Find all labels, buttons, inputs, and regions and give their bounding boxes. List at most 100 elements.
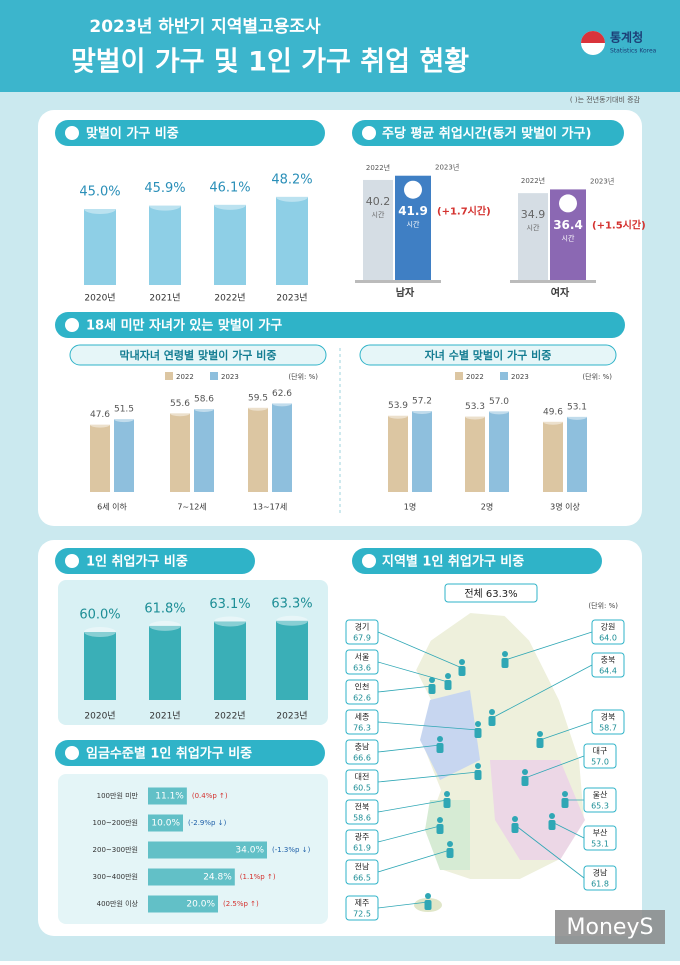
floor bbox=[355, 280, 441, 283]
value-label: 48.2% bbox=[271, 172, 312, 187]
bar bbox=[465, 416, 485, 492]
person-icon bbox=[428, 684, 436, 694]
person-icon bbox=[437, 736, 443, 742]
bar bbox=[214, 204, 246, 285]
region-name: 세종 bbox=[355, 713, 370, 722]
region-name: 충남 bbox=[355, 743, 370, 752]
agency: 통계청 bbox=[610, 30, 643, 45]
bar bbox=[170, 413, 190, 492]
region-box bbox=[345, 619, 379, 645]
region-box bbox=[583, 743, 617, 769]
legend-label: 2023 bbox=[511, 373, 529, 381]
region-name: 부산 bbox=[593, 828, 608, 838]
category-label: 1명 bbox=[404, 502, 416, 512]
region-value: 61.9 bbox=[353, 844, 371, 853]
region-box bbox=[345, 895, 379, 921]
leader-line bbox=[377, 799, 448, 813]
region-box bbox=[345, 709, 379, 735]
category-label: 2명 bbox=[481, 502, 493, 512]
region-value: 76.3 bbox=[353, 724, 371, 733]
leader-line bbox=[377, 685, 433, 693]
person-icon bbox=[548, 820, 556, 830]
chart-title: 1인 취업가구 비중 bbox=[86, 554, 188, 570]
pill-dot bbox=[65, 746, 79, 760]
bar-top bbox=[412, 408, 432, 415]
person-icon bbox=[437, 817, 443, 823]
region-value: 72.5 bbox=[353, 910, 371, 919]
category-label: 2022년 bbox=[214, 293, 245, 304]
bar-top bbox=[90, 421, 110, 428]
value-label: 45.9% bbox=[144, 181, 185, 196]
person-icon bbox=[474, 728, 482, 738]
bar-top bbox=[149, 200, 181, 211]
unit-label: 시간 bbox=[372, 210, 385, 219]
leader-line bbox=[377, 849, 451, 873]
bar-top bbox=[567, 413, 587, 420]
person-icon bbox=[501, 658, 509, 668]
person-icon bbox=[459, 659, 465, 665]
legend-label: 2023 bbox=[221, 373, 239, 381]
chart-title: 임금수준별 1인 취업가구 비중 bbox=[86, 746, 252, 762]
category-label: 7~12세 bbox=[177, 503, 206, 512]
person-icon bbox=[561, 798, 569, 808]
value-label: 40.2 bbox=[366, 195, 391, 208]
bar-top bbox=[248, 404, 268, 411]
person-icon bbox=[536, 738, 544, 748]
person-icon bbox=[511, 823, 519, 833]
bar bbox=[567, 416, 587, 492]
value-label: 46.1% bbox=[209, 180, 250, 195]
category-label: 2021년 bbox=[149, 293, 180, 304]
value-label: 24.8% bbox=[203, 873, 232, 883]
region-box bbox=[345, 739, 379, 765]
category-label: 2023년 bbox=[276, 293, 307, 304]
title: 맞벌이 가구 및 1인 가구 취업 현황 bbox=[71, 47, 469, 78]
bar bbox=[489, 411, 509, 492]
bar bbox=[90, 424, 110, 492]
bar-top bbox=[489, 408, 509, 415]
value-label: 63.1% bbox=[209, 597, 250, 612]
bar-top bbox=[214, 199, 246, 210]
category-label: 3명 이상 bbox=[550, 502, 580, 512]
subtitle-pill bbox=[359, 344, 617, 366]
value-label: 60.0% bbox=[79, 608, 120, 623]
annotation: (1.1%p ↑) bbox=[240, 873, 276, 881]
region-name: 전북 bbox=[355, 802, 370, 812]
section-pill bbox=[352, 548, 602, 574]
region-name: 경남 bbox=[593, 868, 608, 878]
leader-line bbox=[377, 744, 441, 753]
bar bbox=[148, 787, 187, 805]
category-label: 2022년 bbox=[214, 711, 245, 722]
bar bbox=[272, 403, 292, 492]
bar bbox=[412, 411, 432, 492]
logo-mark-top bbox=[581, 31, 605, 43]
annotation: (-2.9%p ↓) bbox=[188, 819, 227, 827]
legend-swatch bbox=[500, 372, 508, 380]
leader-line bbox=[551, 821, 585, 839]
bar-top bbox=[276, 191, 308, 202]
region-box bbox=[591, 709, 625, 735]
bar-top bbox=[194, 406, 214, 413]
value-label: 53.1 bbox=[567, 402, 587, 412]
person-icon bbox=[436, 824, 444, 834]
person-icon bbox=[522, 769, 528, 775]
region-box bbox=[583, 787, 617, 813]
value-label: 63.3% bbox=[271, 596, 312, 611]
value-label: 57.2 bbox=[412, 397, 432, 407]
leader-line bbox=[377, 771, 479, 783]
region-box bbox=[345, 799, 379, 825]
chart-title: 자녀 수별 맞벌이 가구 비중 bbox=[425, 348, 552, 362]
region-value: 63.6 bbox=[353, 664, 371, 673]
person-icon bbox=[444, 791, 450, 797]
pill-dot bbox=[362, 554, 376, 568]
category-label: 여자 bbox=[551, 286, 570, 299]
section-pill bbox=[352, 120, 624, 146]
leader-line bbox=[539, 721, 593, 741]
region-value: 67.9 bbox=[353, 634, 371, 643]
category-label: 300~400만원 bbox=[93, 872, 138, 881]
bar bbox=[148, 868, 235, 886]
legend-label: 2022 bbox=[176, 373, 194, 381]
chart-area bbox=[58, 580, 328, 725]
person-icon bbox=[443, 798, 451, 808]
clock-icon bbox=[404, 180, 422, 199]
bar-top bbox=[272, 400, 292, 407]
